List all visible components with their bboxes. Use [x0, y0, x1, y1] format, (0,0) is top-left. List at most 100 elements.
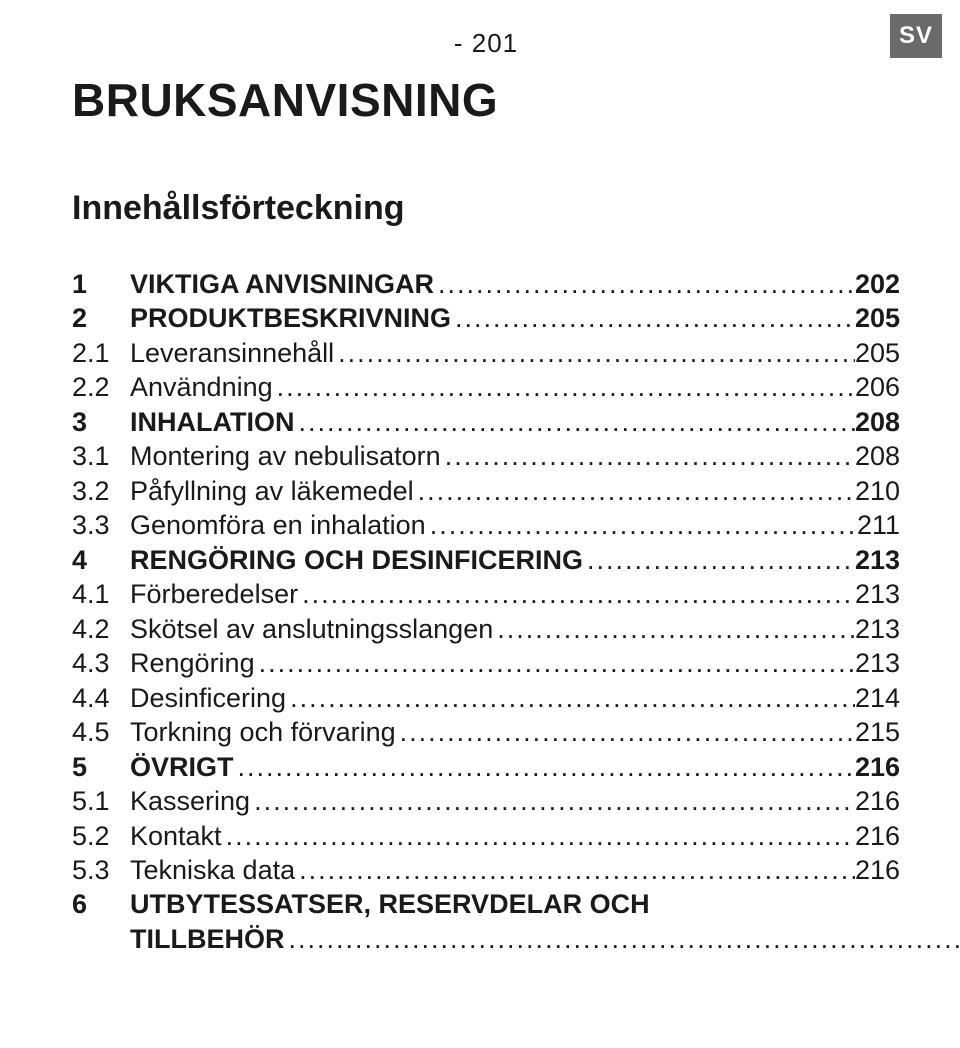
toc-row: 2.2Användning...........................… [72, 371, 900, 404]
toc-page: 210 [855, 475, 900, 508]
toc-number: 4.5 [72, 716, 130, 749]
toc-leader: ........................................… [298, 578, 855, 611]
toc-label: TILLBEHÖR [130, 923, 285, 956]
toc-leader: ........................................… [426, 509, 857, 542]
toc-page: 216 [855, 785, 900, 818]
toc-page: 213 [855, 647, 900, 680]
toc-leader: ........................................… [286, 682, 855, 715]
toc-page: 205 [855, 337, 900, 370]
toc-label: Förberedelser [130, 578, 298, 611]
toc-label: Montering av nebulisatorn [130, 440, 441, 473]
toc-leader: ........................................… [396, 716, 855, 749]
toc-label: RENGÖRING OCH DESINFICERING [130, 544, 583, 577]
toc-row: 6UTBYTESSATSER, RESERVDELAR OCH [72, 888, 900, 921]
toc-page: 206 [855, 371, 900, 404]
language-tag: SV [890, 14, 942, 58]
document-title: BRUKSANVISNING [72, 73, 900, 127]
toc-leader: ........................................… [222, 820, 855, 853]
toc-row: TILLBEHÖR...............................… [72, 923, 900, 956]
toc-number: 5.1 [72, 785, 130, 818]
toc-row: 5.3Tekniska data........................… [72, 854, 900, 887]
toc-label: ÖVRIGT [130, 751, 234, 784]
toc-row: 5ÖVRIGT.................................… [72, 751, 900, 784]
toc-leader: ........................................… [583, 544, 855, 577]
toc-row: 4RENGÖRING OCH DESINFICERING............… [72, 544, 900, 577]
toc-heading: Innehållsförteckning [72, 189, 900, 228]
toc-number: 4.1 [72, 578, 130, 611]
toc-leader: ........................................… [294, 406, 854, 439]
toc-row: 5.2Kontakt..............................… [72, 820, 900, 853]
toc-leader: ........................................… [234, 751, 855, 784]
toc-label: VIKTIGA ANVISNINGAR [130, 268, 434, 301]
toc-page: 214 [855, 682, 900, 715]
toc-leader: ........................................… [334, 337, 855, 370]
toc-number: 3.1 [72, 440, 130, 473]
toc-number: 4.2 [72, 613, 130, 646]
toc-leader: ........................................… [255, 647, 855, 680]
toc-label: Tekniska data [130, 854, 295, 887]
toc-row: 2PRODUKTBESKRIVNING.....................… [72, 302, 900, 335]
page: SV - 201 BRUKSANVISNING Innehållsförteck… [0, 0, 960, 1048]
toc-number: 3 [72, 406, 130, 439]
toc-label: Påfyllning av läkemedel [130, 475, 414, 508]
toc-row: 3.3Genomföra en inhalation..............… [72, 509, 900, 542]
toc-label: Kassering [130, 785, 250, 818]
toc-row: 3.2Påfyllning av läkemedel..............… [72, 475, 900, 508]
toc-row: 4.4Desinficering........................… [72, 682, 900, 715]
toc-row: 2.1Leveransinnehåll.....................… [72, 337, 900, 370]
toc-row: 5.1Kassering............................… [72, 785, 900, 818]
toc-leader: ........................................… [434, 268, 855, 301]
toc-number: 2 [72, 302, 130, 335]
toc-number: 4.4 [72, 682, 130, 715]
toc-label: PRODUKTBESKRIVNING [130, 302, 451, 335]
toc-leader: ........................................… [493, 613, 855, 646]
toc-row: 4.1Förberedelser........................… [72, 578, 900, 611]
toc-page: 213 [855, 578, 900, 611]
toc-leader: ........................................… [295, 854, 855, 887]
toc-row: 1VIKTIGA ANVISNINGAR....................… [72, 268, 900, 301]
toc-label: Desinficering [130, 682, 286, 715]
toc-page: 216 [855, 820, 900, 853]
toc-page: 213 [855, 544, 900, 577]
toc-page: 216 [855, 854, 900, 887]
toc-leader: ........................................… [250, 785, 855, 818]
toc-row: 4.5Torkning och förvaring...............… [72, 716, 900, 749]
toc-label: Leveransinnehåll [130, 337, 334, 370]
toc-label: Användning [130, 371, 273, 404]
toc-leader: ........................................… [441, 440, 855, 473]
toc-number: 5 [72, 751, 130, 784]
toc-page: 205 [855, 302, 900, 335]
toc-leader: ........................................… [273, 371, 855, 404]
toc-page: 213 [855, 613, 900, 646]
toc-leader: ........................................… [285, 923, 960, 956]
toc-number: 3.3 [72, 509, 130, 542]
toc-number: 5.2 [72, 820, 130, 853]
toc-number: 4 [72, 544, 130, 577]
toc-page: 216 [855, 751, 900, 784]
toc-label: Genomföra en inhalation [130, 509, 426, 542]
toc-number: 2.1 [72, 337, 130, 370]
toc-row: 3.1Montering av nebulisatorn............… [72, 440, 900, 473]
toc-number: 1 [72, 268, 130, 301]
toc-page: 202 [855, 268, 900, 301]
table-of-contents: 1VIKTIGA ANVISNINGAR....................… [72, 268, 900, 956]
toc-row: 3INHALATION.............................… [72, 406, 900, 439]
toc-number: 2.2 [72, 371, 130, 404]
toc-page: 208 [855, 406, 900, 439]
toc-row: 4.2Skötsel av anslutningsslangen........… [72, 613, 900, 646]
toc-page: 215 [855, 716, 900, 749]
toc-label: Torkning och förvaring [130, 716, 396, 749]
toc-leader: ........................................… [414, 475, 855, 508]
toc-label: Skötsel av anslutningsslangen [130, 613, 493, 646]
page-number: - 201 [72, 28, 900, 59]
toc-number: 4.3 [72, 647, 130, 680]
toc-row: 4.3Rengöring............................… [72, 647, 900, 680]
toc-label: Kontakt [130, 820, 222, 853]
toc-number: 6 [72, 888, 130, 921]
toc-number: 5.3 [72, 854, 130, 887]
toc-page: 211 [857, 509, 900, 542]
toc-label: INHALATION [130, 406, 294, 439]
toc-label: UTBYTESSATSER, RESERVDELAR OCH [130, 888, 650, 921]
toc-leader: ........................................… [451, 302, 855, 335]
toc-number: 3.2 [72, 475, 130, 508]
